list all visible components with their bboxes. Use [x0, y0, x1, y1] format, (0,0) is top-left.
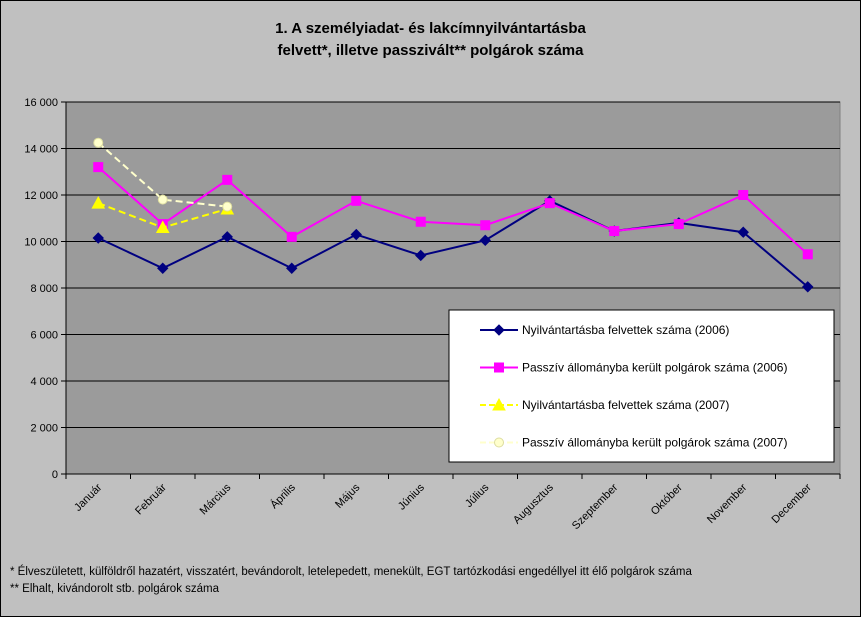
line-chart: 0 2 000 4 000 6 000 8 000 10 000 12 000 14 000 1… [24, 97, 841, 532]
data-point-series-1 [350, 228, 362, 241]
x-tick-label: Április [267, 481, 298, 512]
legend: Nyilvántartásba felvettek száma (2006) Pa… [448, 309, 835, 463]
y-tick-label: 8 000 [30, 283, 58, 295]
data-point-series-1 [737, 226, 749, 238]
legend-marker-3 [492, 397, 506, 411]
x-tick-label: Július [463, 481, 492, 510]
data-point-series-4 [222, 201, 233, 212]
data-point-series-1 [415, 249, 427, 262]
x-tick-label: November [705, 481, 750, 526]
x-tick-label: Február [133, 481, 169, 517]
legend-label-3: Nyilvántartásba felvettek száma (2007) [522, 398, 729, 412]
data-point-series-1 [479, 234, 491, 247]
data-point-series-1 [221, 231, 233, 243]
y-tick-label: 10 000 [24, 237, 58, 249]
data-point-series-2 [222, 174, 233, 185]
data-point-series-2 [738, 190, 749, 200]
footnote-2: ** Elhalt, kivándorolt stb. polgárok szá… [10, 583, 220, 595]
x-tick-label: Szeptember [570, 481, 621, 532]
legend-marker-1 [493, 324, 505, 336]
data-point-series-2 [93, 162, 104, 173]
footnote-1: * Élveszületett, külföldről hazatért, vi… [10, 566, 692, 578]
data-point-series-1 [92, 232, 104, 244]
series-line-4 [97, 141, 228, 208]
data-point-series-2 [286, 231, 297, 242]
legend-label-2: Passzív állományba került polgárok száma… [522, 361, 787, 375]
chart-title-line-2: felvett*, illetve passzivált** polgárok … [277, 42, 584, 59]
series-line-1 [97, 199, 809, 288]
data-point-series-2 [415, 216, 426, 227]
data-point-series-2 [609, 226, 620, 237]
y-tick-label: 4 000 [30, 376, 58, 388]
data-point-series-2 [544, 198, 555, 209]
data-point-series-1 [802, 281, 814, 293]
data-point-series-2 [802, 249, 813, 260]
series-group [91, 137, 814, 293]
legend-box [448, 309, 835, 463]
y-tick-label: 6 000 [30, 330, 58, 342]
legend-label-1: Nyilvántartásba felvettek száma (2006) [522, 323, 729, 337]
y-tick-label: 14 000 [24, 144, 58, 156]
x-tick-label: Január [72, 481, 105, 514]
data-point-series-4 [93, 137, 104, 148]
series-line-2 [97, 166, 809, 256]
y-tick-label: 0 [52, 469, 58, 481]
x-tick-label: Május [333, 481, 363, 511]
data-point-series-4 [157, 194, 168, 205]
x-tick-label: Március [198, 481, 234, 517]
data-point-series-2 [351, 195, 362, 206]
x-tick-label: December [770, 481, 815, 526]
data-point-series-1 [157, 262, 169, 274]
data-point-series-3 [91, 196, 106, 209]
chart-title: 1. A személyiadat- és lakcímnyilvántartá… [0, 18, 861, 62]
legend-marker-4 [494, 437, 504, 448]
legend-marker-2 [494, 362, 504, 373]
data-point-series-3 [155, 220, 170, 234]
data-point-series-2 [480, 220, 491, 231]
y-tick-label: 12 000 [24, 190, 58, 202]
chart-title-line-1: 1. A személyiadat- és lakcímnyilvántartá… [275, 20, 586, 37]
data-point-series-1 [286, 262, 298, 274]
x-tick-label: Augusztus [511, 481, 556, 526]
x-tick-label: Október [649, 481, 685, 517]
x-tick-label: Június [396, 481, 427, 512]
legend-label-4: Passzív állományba került polgárok száma… [522, 436, 787, 450]
data-point-series-2 [673, 219, 684, 230]
y-tick-label: 16 000 [24, 97, 58, 109]
y-tick-label: 2 000 [30, 423, 58, 435]
